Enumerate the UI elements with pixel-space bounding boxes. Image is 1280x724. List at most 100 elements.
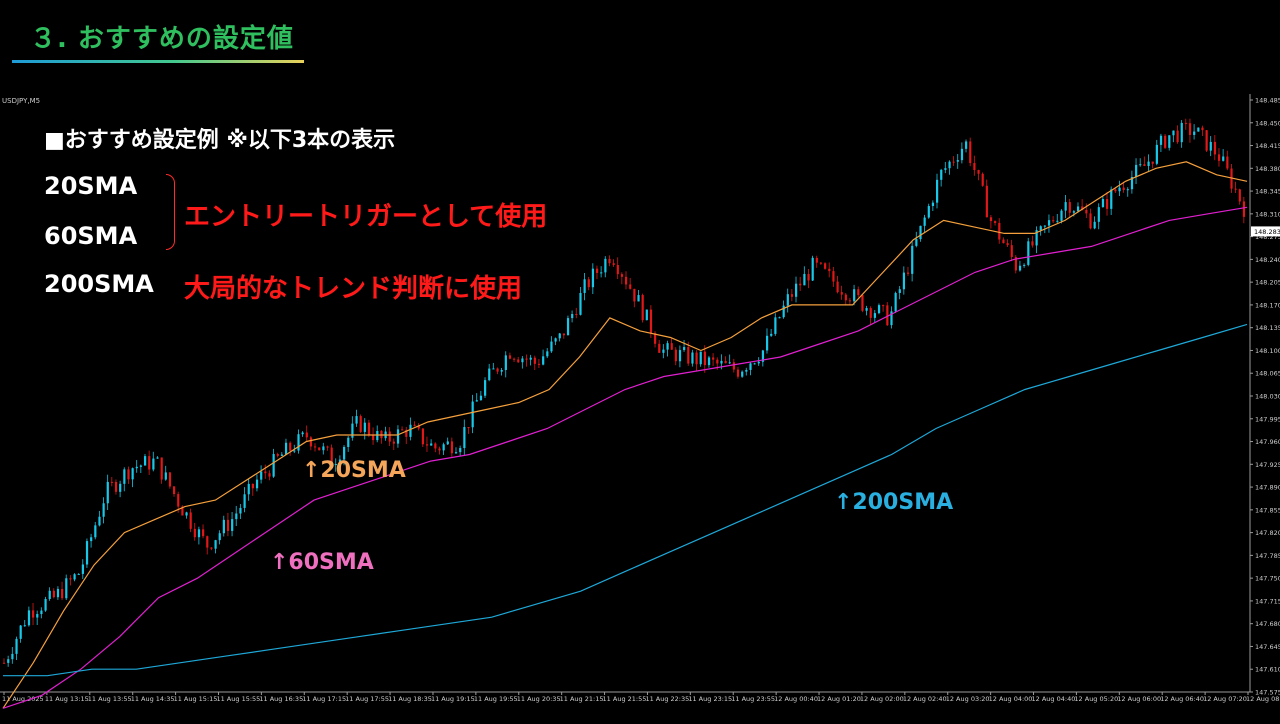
x-tick-label: 11 Aug 23:15 (688, 695, 732, 703)
candle-body (965, 141, 968, 149)
candle-body (243, 494, 246, 508)
x-tick-label: 11 Aug 17:15 (302, 695, 346, 703)
candle-body (848, 300, 852, 302)
x-tick-label: 12 Aug 05:20 (1074, 695, 1118, 703)
candle-body (1114, 189, 1117, 192)
candle-body (583, 279, 586, 293)
x-tick-label: 11 Aug 13:55 (88, 695, 132, 703)
candle-body (36, 614, 39, 618)
candle-body (633, 288, 636, 302)
candle-body (119, 483, 122, 492)
candle-body (757, 361, 760, 364)
candle-body (52, 590, 55, 598)
candle-body (359, 416, 362, 432)
candle-body (674, 349, 677, 362)
x-tick-label: 11 Aug 15:15 (174, 695, 218, 703)
candle-body (247, 483, 250, 495)
y-tick-label: 148.030 (1255, 393, 1280, 401)
candle-body (587, 279, 590, 288)
candle-body (434, 443, 437, 449)
candle-body (1068, 202, 1071, 213)
brace-bracket (166, 174, 175, 250)
candle-body (1081, 206, 1084, 210)
candle-body (691, 352, 694, 364)
candle-body (1164, 135, 1167, 148)
annotation-60sma: ↑60SMA (270, 550, 374, 575)
candle-body (1209, 141, 1212, 151)
candle-body (450, 441, 454, 454)
candle-body (214, 540, 217, 549)
candle-body (803, 273, 806, 286)
candle-body (952, 161, 955, 163)
candle-body (786, 294, 789, 306)
x-tick-label: 11 Aug 22:35 (645, 695, 689, 703)
candle-body (753, 363, 756, 365)
candle-body (484, 380, 487, 396)
candle-body (836, 281, 839, 293)
candle-body (994, 221, 997, 223)
candle-body (649, 309, 653, 334)
x-tick-label: 11 Aug 15:55 (216, 695, 260, 703)
candle-body (1201, 127, 1204, 131)
candle-body (637, 295, 640, 302)
candle-body (280, 454, 284, 456)
candle-body (612, 263, 615, 265)
candle-body (1072, 211, 1076, 213)
candle-body (139, 465, 143, 467)
candle-body (459, 448, 462, 453)
candle-body (110, 481, 114, 483)
candle-body (500, 369, 503, 372)
candle-body (235, 513, 238, 520)
candle-body (886, 305, 889, 326)
candle-body (828, 268, 831, 272)
candle-body (666, 343, 669, 350)
x-tick-label: 11 Aug 14:35 (131, 695, 175, 703)
candle-body (728, 362, 731, 364)
candle-body (272, 454, 275, 477)
candle-body (7, 659, 10, 663)
candle-body (488, 368, 491, 381)
candle-body (23, 625, 26, 627)
candle-body (517, 359, 520, 363)
candle-body (1217, 154, 1221, 161)
candle-body (222, 519, 225, 534)
candle-body (906, 272, 910, 274)
y-tick-label: 148.310 (1255, 210, 1280, 218)
candle-body (438, 448, 441, 451)
candle-body (177, 494, 180, 507)
candle-body (164, 472, 167, 480)
candle-body (454, 452, 458, 454)
candle-body (989, 217, 993, 222)
candle-body (1085, 209, 1088, 214)
candle-body (998, 222, 1001, 240)
candle-body (1006, 243, 1009, 246)
candle-body (529, 357, 532, 360)
candle-body (1135, 164, 1138, 178)
candle-body (1122, 187, 1125, 191)
candle-body (442, 444, 445, 451)
candle-body (670, 343, 673, 350)
candle-body (363, 422, 366, 432)
price-chart: 148.485 148.450 148.415 148.380 148.345 148.3… (0, 94, 1280, 720)
trend-judgment-text: 大局的なトレンド判断に使用 (184, 274, 523, 304)
candle-body (732, 362, 736, 370)
candle-body (1035, 230, 1038, 246)
candle-body (819, 262, 823, 264)
candle-body (69, 578, 72, 580)
candle-body (645, 309, 648, 321)
candle-body (1047, 220, 1051, 226)
x-tick-label: 12 Aug 00:40 (774, 695, 818, 703)
x-tick-label: 11 Aug 21:55 (603, 695, 647, 703)
candle-body (1234, 188, 1237, 190)
candle-body (513, 358, 516, 360)
candle-body (1147, 161, 1150, 166)
y-tick-label: 147.680 (1255, 620, 1280, 628)
annotation-20sma: ↑20SMA (302, 458, 406, 483)
candle-body (479, 395, 483, 401)
candle-body (318, 447, 321, 451)
sma-line-60sma (2, 206, 1248, 709)
candle-body (915, 239, 918, 246)
candle-body (873, 313, 876, 318)
y-tick-label: 147.925 (1255, 461, 1280, 469)
candle-body (521, 358, 524, 363)
